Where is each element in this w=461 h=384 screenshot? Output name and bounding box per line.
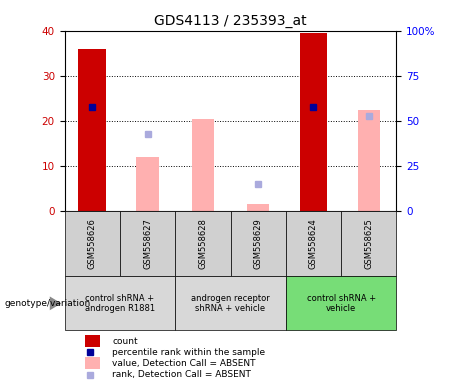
Bar [300,33,327,211]
Bar [247,204,269,211]
Bar [65,276,175,330]
Bar [192,119,214,211]
Text: GSM558624: GSM558624 [309,218,318,269]
Text: GSM558627: GSM558627 [143,218,152,269]
Bar [341,211,396,276]
Bar [175,276,286,330]
Text: control shRNA +
vehicle: control shRNA + vehicle [307,294,376,313]
Text: GSM558628: GSM558628 [198,218,207,269]
Bar [230,211,286,276]
Bar [286,276,396,330]
Bar [120,211,175,276]
Bar [85,357,100,369]
Bar [85,335,100,347]
Text: GSM558626: GSM558626 [88,218,97,269]
Text: androgen receptor
shRNA + vehicle: androgen receptor shRNA + vehicle [191,294,270,313]
Text: percentile rank within the sample: percentile rank within the sample [112,348,266,357]
Text: rank, Detection Call = ABSENT: rank, Detection Call = ABSENT [112,370,251,379]
Bar [78,49,106,211]
Bar [175,211,230,276]
Text: GSM558625: GSM558625 [364,218,373,269]
Text: value, Detection Call = ABSENT: value, Detection Call = ABSENT [112,359,256,367]
Bar [136,157,159,211]
Title: GDS4113 / 235393_at: GDS4113 / 235393_at [154,14,307,28]
Bar [65,211,120,276]
Bar [286,211,341,276]
Text: genotype/variation: genotype/variation [5,299,91,308]
Bar [358,110,380,211]
Text: GSM558629: GSM558629 [254,218,263,269]
Text: count: count [112,337,138,346]
Text: control shRNA +
androgen R1881: control shRNA + androgen R1881 [85,294,155,313]
